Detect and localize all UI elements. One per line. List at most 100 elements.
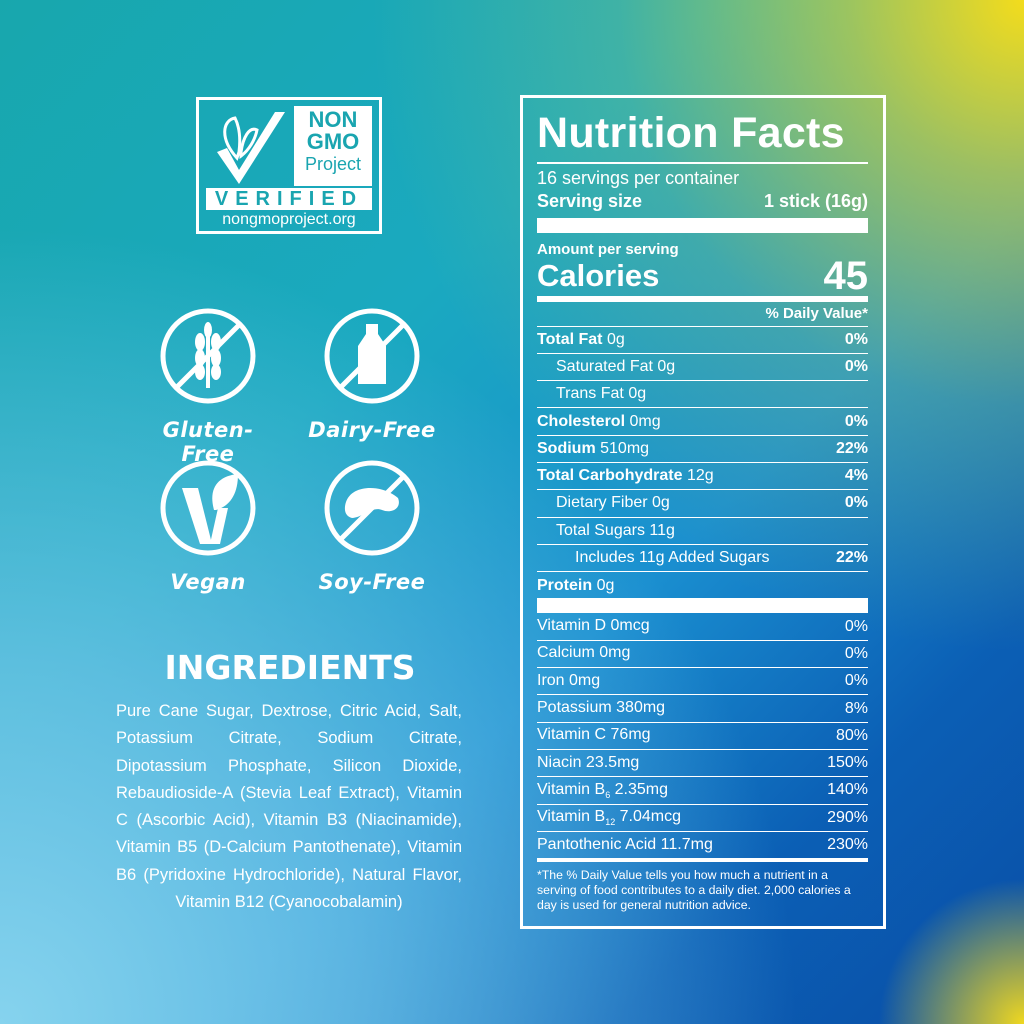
daily-value-header: % Daily Value* [537,302,868,327]
nutrient-amount: 0g [657,357,676,375]
vitamin-name: Pantothenic Acid [537,835,657,853]
nutrient-name: Trans Fat [556,385,624,403]
badge-label: Dairy-Free [308,418,436,442]
vitamin-dv: 140% [827,781,868,799]
vegan-v-leaf-icon [160,460,256,556]
wheat-crossed-icon [160,308,256,404]
soy-free-badge: Soy-Free [302,458,442,594]
vitamin-amount: 76mg [610,726,651,744]
serving-size-label: Serving size [537,190,643,211]
badge-label: Gluten-Free [162,418,254,466]
vitamin-row: Vitamin B12 7.04mcg 290% [537,805,868,832]
logo-text: Project [304,154,362,174]
nutrient-row: Saturated Fat 0g 0% [537,354,868,382]
soybean-crossed-icon [324,460,420,556]
nutrient-dv: 0% [844,494,868,512]
logo-text: GMO [306,129,360,154]
nutrient-row: Protein 0g [537,572,868,599]
vitamin-amount: 0mcg [610,617,650,635]
nutrient-name: Sodium [537,439,596,457]
nutrient-row: Trans Fat 0g [537,381,868,409]
serving-size-row: Serving size 1 stick (16g) [537,188,868,214]
divider [537,858,868,863]
nutrient-dv: 22% [835,439,868,457]
divider [537,295,868,302]
vitamin-row: Vitamin C 76mg 80% [537,723,868,750]
vitamin-name: Potassium [537,698,612,716]
vitamin-row: Vitamin B6 2.35mg 140% [537,777,868,805]
nutrient-row: Dietary Fiber 0g 0% [537,490,868,518]
vitamin-row: Niacin 23.5mg 150% [537,750,868,778]
vitamin-name: Niacin [537,753,582,771]
footnote: *The % Daily Value tells you how much a … [537,868,851,913]
vitamin-row: Calcium 0mg 0% [537,641,868,669]
dairy-free-badge: Dairy-Free [302,306,442,442]
vitamin-dv: 150% [827,754,868,772]
nutrient-amount: 0mg [629,412,661,430]
nutrient-amount: 12g [686,467,714,485]
nutrient-amount: 0g [596,576,615,594]
nutrient-name: Includes 11g Added Sugars [575,549,770,567]
vitamin-dv: 230% [827,836,868,854]
gluten-free-badge: Gluten-Free [138,306,278,466]
nutrient-dv: 4% [844,467,868,485]
nutrient-amount: 0g [652,494,670,512]
serving-size-value: 1 stick (16g) [763,190,868,211]
vitamin-amount: 0mg [599,644,631,662]
nutrient-row: Cholesterol 0mg 0% [537,408,868,436]
nutrient-amount: 0g [606,330,625,348]
milk-bottle-crossed-icon [324,308,420,404]
nutrient-row: Total Fat 0g 0% [537,327,868,354]
nutrient-name: Saturated Fat [556,357,653,375]
vitamin-row: Potassium 380mg 8% [537,695,868,723]
logo-verified: VERIFIED [206,188,372,210]
vitamin-dv: 80% [835,726,868,744]
calories-label: Calories [537,257,660,293]
nutrient-name: Protein [537,576,593,594]
butterfly-check-icon [217,112,285,184]
badge-label: Vegan [170,570,246,594]
vitamin-amount: 0mg [569,671,601,689]
vegan-badge: Vegan [138,458,278,594]
logo-text: NON [308,107,358,132]
nutrient-name: Cholesterol [537,412,626,430]
vitamin-amount: 11.7mg [660,835,713,853]
divider [537,217,868,233]
nutrient-dv: 0% [844,357,868,375]
nutrition-title: Nutrition Facts [537,109,845,157]
servings-per-container: 16 servings per container [537,167,740,188]
divider [537,598,868,614]
nutrient-amount: 510mg [600,439,650,457]
vitamin-name: Iron [537,671,565,689]
vitamin-dv: 0% [844,644,868,662]
ingredients-title: INGREDIENTS [164,648,416,687]
vitamin-name: Calcium [537,644,595,662]
vitamin-dv: 8% [844,699,868,717]
nutrient-row: Sodium 510mg 22% [537,436,868,463]
vitamin-name: Vitamin D [537,617,607,635]
vitamin-row: Iron 0mg 0% [537,668,868,696]
vitamin-dv: 0% [844,672,868,690]
vitamin-name: Vitamin B [537,808,606,826]
vitamin-subscript: 6 [605,789,611,800]
vitamin-subscript: 12 [605,817,616,828]
vitamin-row: Vitamin D 0mcg 0% [537,613,868,641]
nutrient-dv: 0% [844,412,868,430]
vitamin-name: Vitamin B [537,780,606,798]
vitamin-dv: 0% [844,617,868,635]
nutrient-row: Total Sugars 11g [537,518,868,545]
calories-row: Calories 45 [537,256,868,296]
nutrient-dv: 0% [844,330,868,348]
vitamin-amount: 2.35mg [614,780,669,798]
vitamin-dv: 290% [827,808,868,826]
ingredients-text: Pure Cane Sugar, Dextrose, Citric Acid, … [116,702,462,912]
vitamin-row: Pantothenic Acid 11.7mg 230% [537,832,868,859]
amount-per-serving: Amount per serving [537,240,679,258]
vitamin-amount: 380mg [616,698,666,716]
nutrient-name: Total Carbohydrate [537,467,683,485]
logo-url: nongmoproject.org [222,211,356,228]
nutrient-amount: 0g [628,385,647,403]
nutrient-name: Dietary Fiber [556,494,648,512]
nutrient-row: Total Carbohydrate 12g 4% [537,463,868,491]
badge-label: Soy-Free [318,570,426,594]
